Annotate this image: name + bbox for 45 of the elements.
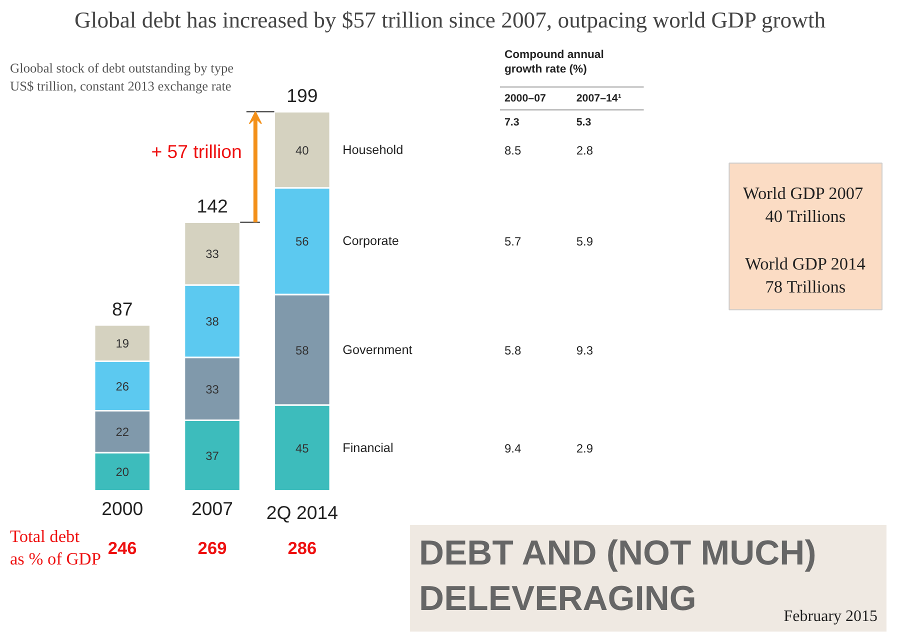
data-label: 22: [116, 425, 130, 440]
data-label: 26: [116, 379, 130, 394]
text: 2.8: [576, 143, 594, 158]
text: 2.9: [576, 441, 594, 456]
text: 269: [198, 538, 227, 558]
text: 8.5: [504, 143, 522, 158]
series-label: Financial: [342, 440, 394, 455]
series-label: Corporate: [342, 234, 399, 248]
text: 5.8: [504, 343, 522, 358]
text: 5.7: [504, 234, 522, 249]
total-label: 87: [112, 298, 133, 320]
total-label: 199: [286, 85, 318, 106]
x-tick-label: 2000: [102, 498, 144, 520]
text: Total debt as % of GDP: [10, 526, 101, 569]
total-label: 142: [196, 196, 228, 217]
data-label: 37: [206, 448, 220, 463]
x-tick-label: 2Q 2014: [266, 502, 338, 524]
data-label: 20: [116, 465, 130, 480]
text: 7.3: [504, 116, 520, 128]
x-tick-label: 2007: [192, 498, 234, 520]
data-label: 58: [295, 343, 310, 358]
data-label: 40: [295, 143, 310, 158]
data-label: 45: [295, 441, 310, 456]
text: 9.3: [576, 343, 594, 358]
data-label: 19: [116, 336, 130, 351]
data-label: 33: [206, 247, 220, 262]
text: Compound annual growth rate (%): [504, 48, 604, 76]
text: 5.9: [576, 234, 594, 249]
text: 246: [108, 538, 138, 558]
text: 9.4: [504, 441, 522, 456]
text: 286: [288, 538, 317, 558]
annotation: + 57 trillion: [151, 141, 242, 162]
data-label: 33: [206, 382, 220, 396]
chart-subtitle: Gloobal stock of debt outstanding by type US$ trillion, constant 2013 exchange rate: [10, 60, 234, 94]
text: World GDP 2007 40 Trillions: [743, 184, 864, 226]
text: 2007–14¹: [576, 92, 622, 104]
text: World GDP 2014 78 Trillions: [745, 254, 866, 296]
data-label: 38: [206, 314, 220, 329]
text: Global debt has increased by $57 trillion since 2007, outpacing world GDP growth: [74, 8, 826, 32]
text: 2000–07: [504, 92, 546, 104]
series-label: Household: [342, 142, 404, 157]
text: February 2015: [784, 608, 878, 625]
text: 5.3: [576, 116, 592, 128]
data-label: 56: [295, 234, 310, 249]
series-label: Government: [342, 342, 413, 357]
